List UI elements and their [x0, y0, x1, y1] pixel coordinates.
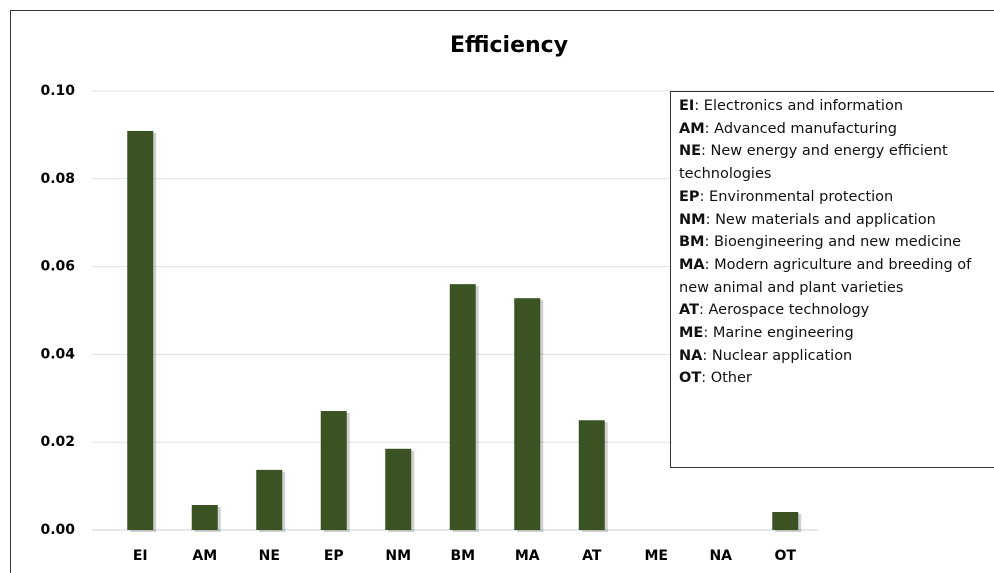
bar: [127, 130, 154, 530]
y-tick-label: 0.08: [40, 171, 75, 187]
legend-text: : New energy and energy efficient techno…: [679, 143, 948, 183]
legend-text: : Electronics and information: [694, 98, 904, 114]
legend-text: : Nuclear application: [702, 347, 853, 364]
legend-entry: AT: Aerospace technology: [679, 299, 994, 322]
legend-text: : Other: [701, 370, 752, 387]
legend-text: : Aerospace technology: [699, 302, 870, 319]
y-tick-label: 0.00: [40, 522, 75, 538]
y-tick-label: 0.04: [40, 346, 75, 362]
x-tick-label: OT: [775, 548, 797, 564]
legend-entry: AM: Advanced manufacturing: [679, 118, 994, 141]
legend-text: : Modern agriculture and breeding of new…: [679, 256, 972, 296]
legend-entry: ME: Marine engineering: [679, 322, 994, 345]
chart-title: Efficiency: [450, 33, 568, 58]
bar: [772, 512, 799, 530]
legend-key: OT: [679, 370, 702, 387]
bar: [320, 411, 347, 530]
bar: [578, 420, 605, 530]
legend-entry: EI: Electronics and information: [679, 95, 994, 118]
legend-entry: NA: Nuclear application: [679, 345, 994, 368]
legend-key: NA: [679, 347, 703, 364]
x-tick-label: EI: [133, 548, 148, 564]
legend-key: EP: [679, 188, 700, 205]
legend-key: BM: [679, 234, 705, 251]
legend-key: ME: [679, 325, 704, 342]
legend: EI: Electronics and information AM: Advan…: [670, 91, 994, 468]
legend-key: MA: [679, 256, 705, 273]
legend-text: : Environmental protection: [699, 188, 894, 205]
legend-text: : New materials and application: [705, 211, 936, 228]
y-tick-label: 0.06: [40, 259, 75, 275]
legend-entry: MA: Modern agriculture and breeding of n…: [679, 254, 994, 299]
legend-text: : Bioengineering and new medicine: [704, 234, 962, 251]
x-tick-label: EP: [324, 548, 344, 564]
bar: [514, 298, 541, 530]
x-tick-label: NE: [259, 548, 280, 564]
legend-key: NM: [679, 211, 706, 228]
x-tick-label: BM: [450, 548, 475, 564]
legend-entry: BM: Bioengineering and new medicine: [679, 231, 994, 254]
bar: [191, 504, 218, 530]
x-tick-label: ME: [645, 548, 669, 564]
bar: [449, 284, 476, 530]
legend-text: : Marine engineering: [703, 325, 854, 342]
legend-entry: NM: New materials and application: [679, 209, 994, 232]
legend-key: NE: [679, 143, 702, 160]
x-tick-label: NA: [709, 548, 732, 564]
y-tick-label: 0.10: [40, 83, 75, 99]
x-tick-label: AM: [192, 548, 217, 564]
legend-entry: NE: New energy and energy efficient tech…: [679, 140, 994, 185]
x-tick-label: MA: [515, 548, 540, 564]
bar: [385, 448, 412, 530]
x-tick-label: AT: [582, 548, 602, 564]
legend-entry: EP: Environmental protection: [679, 186, 994, 209]
legend-key: AT: [679, 302, 699, 319]
legend-text: : Advanced manufacturing: [704, 120, 897, 137]
x-tick-label: NM: [385, 548, 411, 564]
legend-entry: OT: Other: [679, 367, 994, 390]
legend-key: AM: [679, 120, 705, 137]
y-tick-label: 0.02: [40, 434, 75, 450]
bar: [256, 469, 283, 530]
legend-key: EI: [679, 98, 695, 114]
